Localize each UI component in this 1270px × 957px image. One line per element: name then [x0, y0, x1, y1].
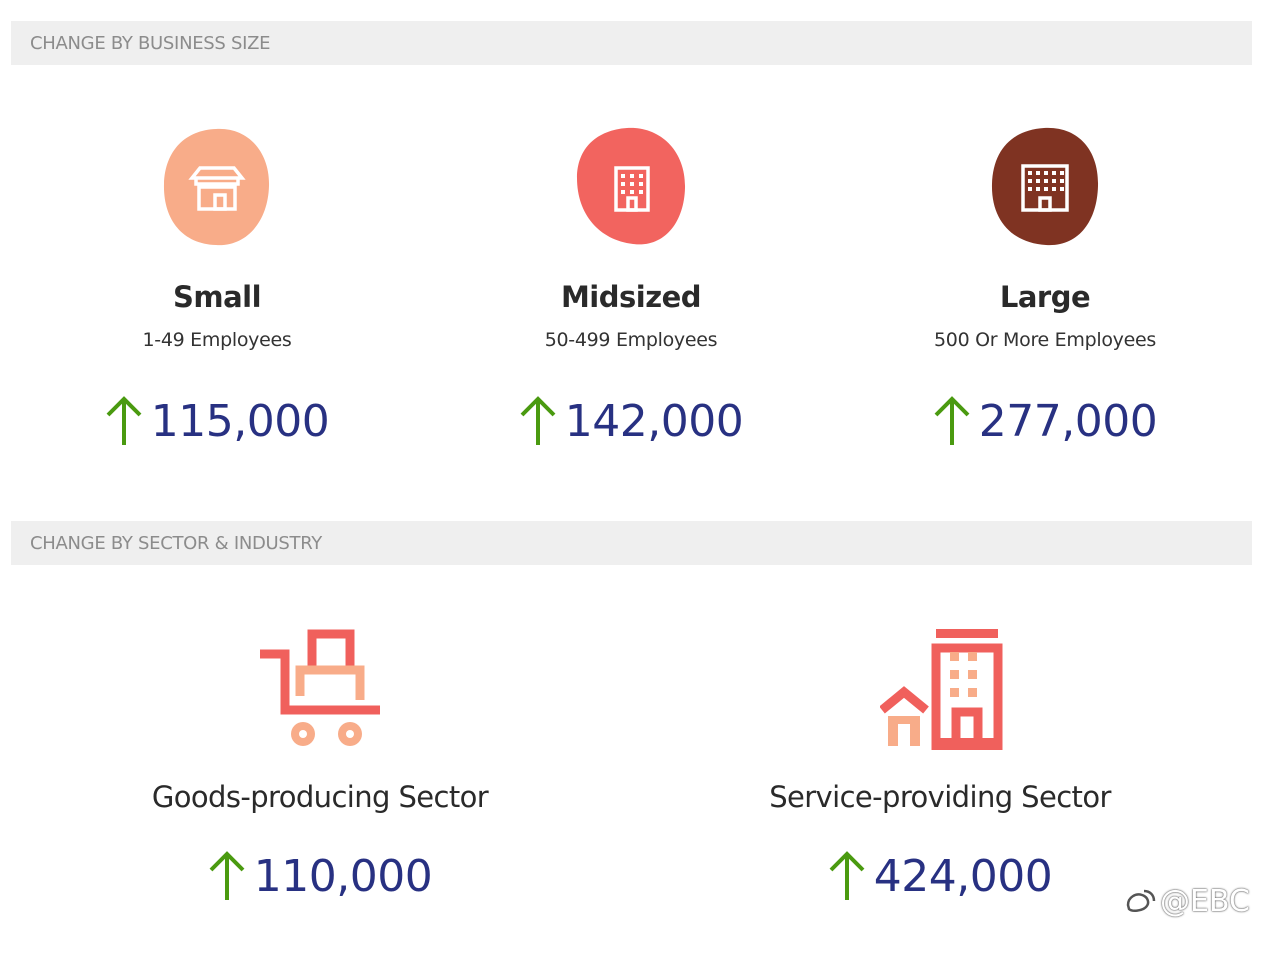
- stat-value: 424,000: [873, 850, 1053, 902]
- up-arrow-icon: [209, 851, 245, 900]
- size-title: Midsized: [560, 280, 702, 314]
- city-buildings-icon: [880, 629, 1003, 750]
- section-label: CHANGE BY BUSINESS SIZE: [30, 32, 271, 54]
- stat-row: 142,000: [451, 395, 811, 447]
- up-arrow-icon: [106, 396, 142, 445]
- sector-title: Service-providing Sector: [769, 780, 1111, 814]
- section-header-business-size: CHANGE BY BUSINESS SIZE: [11, 21, 1252, 65]
- business-size-card-small: Small 1-49 Employees 115,000: [37, 120, 397, 460]
- sector-card-goods: Goods-producing Sector 110,000: [120, 620, 520, 920]
- size-subtitle: 50-499 Employees: [544, 329, 718, 351]
- size-title: Large: [999, 280, 1091, 314]
- weibo-logo-icon: [1126, 889, 1156, 912]
- stat-value: 277,000: [978, 395, 1158, 447]
- hand-truck-icon: [260, 629, 380, 746]
- sector-card-service: Service-providing Sector 424,000: [740, 620, 1140, 920]
- sector-title: Goods-producing Sector: [151, 780, 489, 814]
- section-header-sector: CHANGE BY SECTOR & INDUSTRY: [11, 521, 1252, 565]
- stat-row: 424,000: [740, 850, 1140, 902]
- stat-row: 110,000: [120, 850, 520, 902]
- size-subtitle: 1-49 Employees: [142, 329, 292, 351]
- up-arrow-icon: [520, 396, 556, 445]
- stat-row: 277,000: [865, 395, 1225, 447]
- business-size-card-midsized: Midsized 50-499 Employees 142,000: [451, 120, 811, 460]
- office-building-icon: [577, 127, 686, 245]
- size-title: Small: [172, 280, 262, 314]
- up-arrow-icon: [829, 851, 865, 900]
- stat-value: 142,000: [564, 395, 744, 447]
- stat-value: 115,000: [150, 395, 330, 447]
- stat-row: 115,000: [37, 395, 397, 447]
- up-arrow-icon: [934, 396, 970, 445]
- section-label: CHANGE BY SECTOR & INDUSTRY: [30, 532, 323, 554]
- watermark: @EBC: [1122, 884, 1250, 919]
- business-size-card-large: Large 500 Or More Employees 277,000: [865, 120, 1225, 460]
- tower-building-icon: [991, 127, 1099, 246]
- house-store-icon: [163, 128, 270, 246]
- size-subtitle: 500 Or More Employees: [934, 329, 1156, 351]
- stat-value: 110,000: [253, 850, 433, 902]
- watermark-text: @EBC: [1160, 884, 1250, 919]
